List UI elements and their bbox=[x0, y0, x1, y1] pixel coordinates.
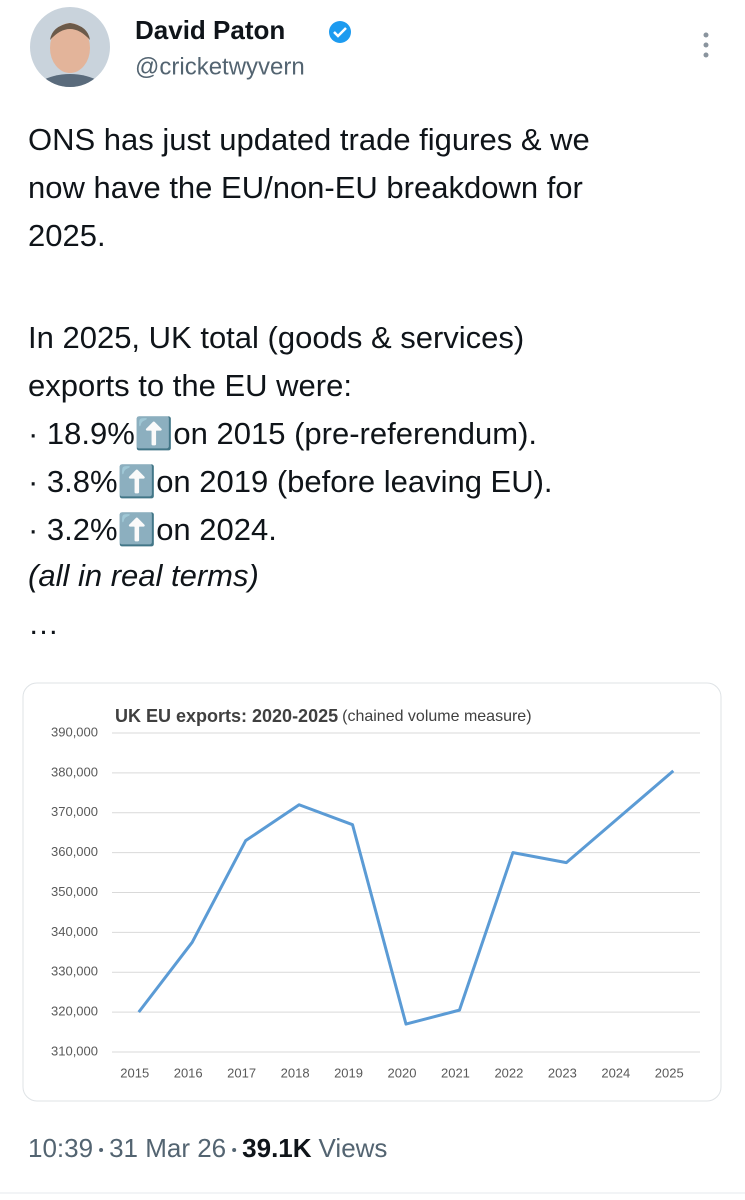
separator-dot bbox=[232, 1148, 237, 1152]
tweet-text-line: · 3.2%⬆️on 2024. bbox=[28, 511, 277, 547]
data-line bbox=[137, 769, 675, 1026]
tweet-text-line: exports to the EU were: bbox=[28, 368, 352, 403]
y-tick-label: 380,000 bbox=[51, 764, 98, 779]
x-tick-label: 2019 bbox=[334, 1065, 363, 1080]
y-tick-label: 370,000 bbox=[51, 804, 98, 819]
y-tick-label: 340,000 bbox=[51, 924, 98, 939]
show-more: … bbox=[28, 606, 59, 641]
y-tick-label: 390,000 bbox=[51, 724, 98, 739]
y-tick-label: 350,000 bbox=[51, 884, 98, 899]
chart-subtitle: (chained volume measure) bbox=[342, 708, 531, 725]
y-tick-label: 320,000 bbox=[51, 1004, 98, 1019]
author-name: David Paton bbox=[135, 15, 285, 45]
x-tick-label: 2015 bbox=[120, 1065, 149, 1080]
post-time: 10:39 bbox=[28, 1133, 93, 1163]
separator-dot bbox=[99, 1148, 104, 1152]
tweet-text-line: now have the EU/non-EU breakdown for bbox=[28, 170, 583, 205]
x-tick-label: 2021 bbox=[441, 1065, 470, 1080]
views-label: Views bbox=[319, 1133, 388, 1163]
x-tick-label: 2024 bbox=[601, 1065, 630, 1080]
x-tick-label: 2025 bbox=[655, 1065, 684, 1080]
tweet-text-line: · 18.9%⬆️on 2015 (pre-referendum). bbox=[28, 415, 537, 451]
more-menu[interactable] bbox=[703, 32, 709, 58]
x-tick-label: 2020 bbox=[388, 1065, 417, 1080]
y-tick-label: 360,000 bbox=[51, 844, 98, 859]
chart-title: UK EU exports: 2020-2025 (chained volume … bbox=[115, 706, 532, 726]
x-tick-label: 2017 bbox=[227, 1065, 256, 1080]
x-tick-label: 2018 bbox=[281, 1065, 310, 1080]
views-count: 39.1K bbox=[242, 1133, 312, 1163]
x-tick-label: 2022 bbox=[494, 1065, 523, 1080]
chart-title-main: UK EU exports: 2020-2025 bbox=[115, 706, 338, 726]
avatar[interactable] bbox=[28, 7, 112, 126]
tweet-text-line: · 3.8%⬆️on 2019 (before leaving EU). bbox=[28, 463, 553, 499]
tweet-text-line: 2025. bbox=[28, 218, 106, 253]
tweet-note: (all in real terms) bbox=[28, 558, 259, 593]
author-handle: @cricketwyvern bbox=[135, 53, 305, 80]
x-tick-label: 2016 bbox=[174, 1065, 203, 1080]
x-tick-label: 2023 bbox=[548, 1065, 577, 1080]
y-tick-label: 330,000 bbox=[51, 964, 98, 979]
post-date: 31 Mar 26 bbox=[109, 1133, 226, 1163]
verified-badge bbox=[329, 21, 351, 43]
tweet-text-line: In 2025, UK total (goods & services) bbox=[28, 320, 524, 355]
y-tick-label: 310,000 bbox=[51, 1043, 98, 1058]
tweet-text-line: ONS has just updated trade figures & we bbox=[28, 122, 590, 157]
